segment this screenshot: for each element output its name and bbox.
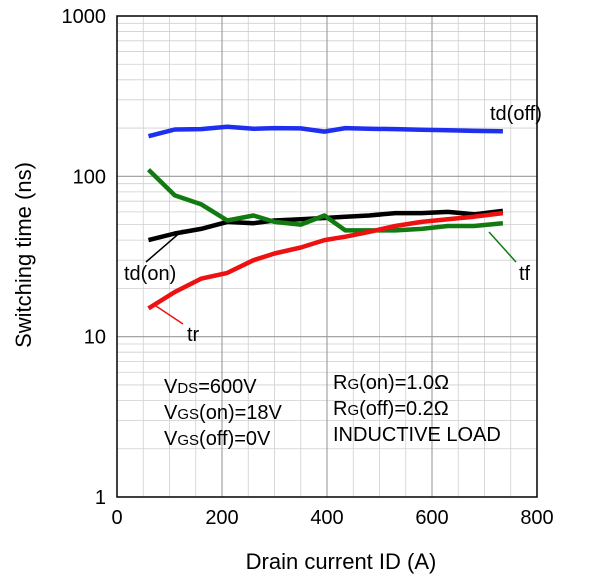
leader-tf — [488, 231, 517, 263]
leader-lines — [145, 229, 517, 325]
condition-vgs-on: VGS(on)=18V — [164, 402, 283, 424]
x-tick-labels: 0 200 400 600 800 — [111, 507, 553, 529]
x-tick-label: 200 — [205, 507, 238, 529]
leader-tr — [155, 305, 184, 325]
major-grid — [117, 16, 537, 497]
condition-rg-off: RG(off)=0.2Ω — [333, 398, 449, 420]
x-tick-label: 400 — [310, 507, 343, 529]
condition-load: INDUCTIVE LOAD — [333, 424, 501, 446]
y-tick-label: 100 — [73, 166, 106, 188]
x-tick-label: 600 — [415, 507, 448, 529]
label-td-off: td(off) — [490, 103, 542, 125]
y-tick-labels: 1 10 100 1000 — [62, 6, 107, 509]
y-tick-label: 10 — [84, 327, 106, 349]
label-tf: tf — [519, 263, 531, 285]
y-tick-label: 1000 — [62, 6, 107, 28]
x-tick-label: 800 — [520, 507, 553, 529]
x-tick-label: 0 — [111, 507, 122, 529]
test-conditions-right: RG(on)=1.0Ω RG(off)=0.2Ω INDUCTIVE LOAD — [333, 372, 501, 446]
label-tr: tr — [187, 324, 200, 346]
y-axis-label: Switching time (ns) — [11, 162, 36, 348]
test-conditions-left: VDS=600V VGS(on)=18V VGS(off)=0V — [164, 376, 283, 450]
y-tick-label: 1 — [95, 487, 106, 509]
label-td-on: td(on) — [124, 263, 176, 285]
series-line-td-off — [147, 124, 503, 139]
plot-frame — [116, 15, 538, 498]
condition-vgs-off: VGS(off)=0V — [164, 428, 271, 450]
series-line-tr — [147, 210, 504, 311]
condition-rg-on: RG(on)=1.0Ω — [333, 372, 449, 394]
series-line-tf — [146, 168, 504, 233]
leader-td-on — [145, 229, 184, 263]
condition-vds: VDS=600V — [164, 376, 257, 398]
series-layer — [146, 124, 504, 311]
x-axis-label: Drain current ID (A) — [246, 549, 437, 574]
